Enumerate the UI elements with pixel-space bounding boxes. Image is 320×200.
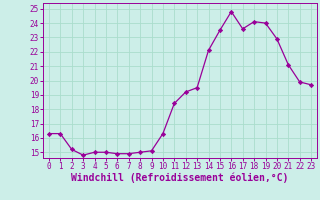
X-axis label: Windchill (Refroidissement éolien,°C): Windchill (Refroidissement éolien,°C): [71, 173, 289, 183]
